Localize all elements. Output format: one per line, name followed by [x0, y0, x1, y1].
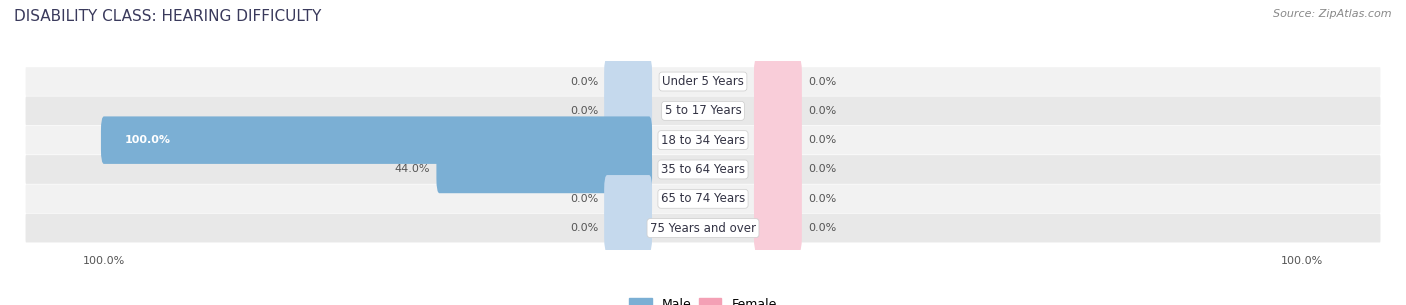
FancyBboxPatch shape	[25, 185, 1381, 213]
Text: 75 Years and over: 75 Years and over	[650, 222, 756, 235]
FancyBboxPatch shape	[754, 87, 801, 135]
Text: 0.0%: 0.0%	[808, 77, 837, 87]
Text: 0.0%: 0.0%	[808, 164, 837, 174]
FancyBboxPatch shape	[605, 58, 652, 105]
FancyBboxPatch shape	[754, 146, 801, 193]
Text: 18 to 34 Years: 18 to 34 Years	[661, 134, 745, 147]
Text: 0.0%: 0.0%	[569, 106, 598, 116]
Legend: Male, Female: Male, Female	[624, 293, 782, 305]
Text: Source: ZipAtlas.com: Source: ZipAtlas.com	[1274, 9, 1392, 19]
FancyBboxPatch shape	[25, 214, 1381, 242]
FancyBboxPatch shape	[25, 155, 1381, 184]
FancyBboxPatch shape	[754, 117, 801, 164]
FancyBboxPatch shape	[25, 67, 1381, 96]
Text: 0.0%: 0.0%	[808, 194, 837, 204]
Text: 5 to 17 Years: 5 to 17 Years	[665, 104, 741, 117]
FancyBboxPatch shape	[754, 58, 801, 105]
FancyBboxPatch shape	[605, 87, 652, 135]
FancyBboxPatch shape	[25, 96, 1381, 125]
FancyBboxPatch shape	[605, 204, 652, 252]
Text: 65 to 74 Years: 65 to 74 Years	[661, 192, 745, 205]
Text: 0.0%: 0.0%	[569, 77, 598, 87]
FancyBboxPatch shape	[101, 117, 652, 164]
Text: 44.0%: 44.0%	[395, 164, 430, 174]
Text: Under 5 Years: Under 5 Years	[662, 75, 744, 88]
FancyBboxPatch shape	[754, 204, 801, 252]
Text: 100.0%: 100.0%	[125, 135, 172, 145]
Text: 0.0%: 0.0%	[808, 223, 837, 233]
Text: 0.0%: 0.0%	[808, 106, 837, 116]
Text: 0.0%: 0.0%	[808, 135, 837, 145]
Text: 0.0%: 0.0%	[569, 194, 598, 204]
Text: 0.0%: 0.0%	[569, 223, 598, 233]
FancyBboxPatch shape	[754, 175, 801, 223]
FancyBboxPatch shape	[25, 126, 1381, 155]
FancyBboxPatch shape	[436, 146, 652, 193]
Text: 35 to 64 Years: 35 to 64 Years	[661, 163, 745, 176]
Text: DISABILITY CLASS: HEARING DIFFICULTY: DISABILITY CLASS: HEARING DIFFICULTY	[14, 9, 322, 24]
FancyBboxPatch shape	[605, 175, 652, 223]
